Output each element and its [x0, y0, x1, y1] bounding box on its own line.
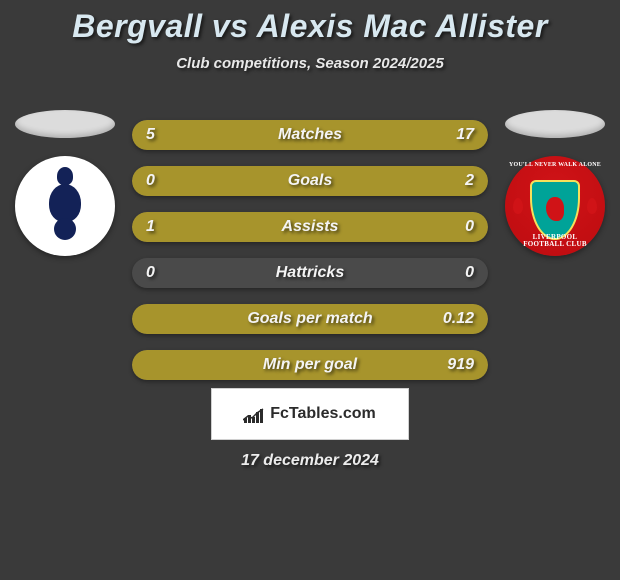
- stat-bars-group: 517Matches 02Goals 10Assists 00Hattricks 0.1…: [132, 120, 488, 396]
- flame-icon: [587, 198, 597, 214]
- flame-icon: [513, 198, 523, 214]
- stat-row: 02Goals: [132, 166, 488, 196]
- tottenham-badge-icon: [15, 156, 115, 256]
- stat-row: 0.12Goals per match: [132, 304, 488, 334]
- stat-label: Min per goal: [132, 350, 488, 380]
- stat-row: 919Min per goal: [132, 350, 488, 380]
- source-label: FcTables.com: [270, 405, 376, 423]
- date-label: 17 december 2024: [0, 452, 620, 470]
- infographic-container: Bergvall vs Alexis Mac Allister Club com…: [0, 0, 620, 580]
- stat-label: Goals per match: [132, 304, 488, 334]
- left-player-avatar-placeholder: [15, 110, 115, 138]
- right-player-avatar-placeholder: [505, 110, 605, 138]
- right-player-column: YOU'LL NEVER WALK ALONE LIVERPOOLFOOTBAL…: [500, 110, 610, 256]
- lfc-name-text: LIVERPOOLFOOTBALL CLUB: [505, 234, 605, 248]
- barchart-icon: [244, 405, 266, 423]
- left-player-column: [10, 110, 120, 256]
- stat-label: Assists: [132, 212, 488, 242]
- page-title: Bergvall vs Alexis Mac Allister: [0, 0, 620, 45]
- stat-row: 00Hattricks: [132, 258, 488, 288]
- lfc-shield-icon: [530, 180, 580, 240]
- page-subtitle: Club competitions, Season 2024/2025: [0, 55, 620, 72]
- source-attribution: FcTables.com: [211, 388, 409, 440]
- stat-label: Matches: [132, 120, 488, 150]
- stat-label: Goals: [132, 166, 488, 196]
- cockerel-icon: [35, 169, 95, 244]
- lfc-motto-text: YOU'LL NEVER WALK ALONE: [505, 162, 605, 168]
- liverpool-badge-icon: YOU'LL NEVER WALK ALONE LIVERPOOLFOOTBAL…: [505, 156, 605, 256]
- stat-row: 517Matches: [132, 120, 488, 150]
- liverbird-icon: [542, 193, 568, 227]
- stat-row: 10Assists: [132, 212, 488, 242]
- stat-label: Hattricks: [132, 258, 488, 288]
